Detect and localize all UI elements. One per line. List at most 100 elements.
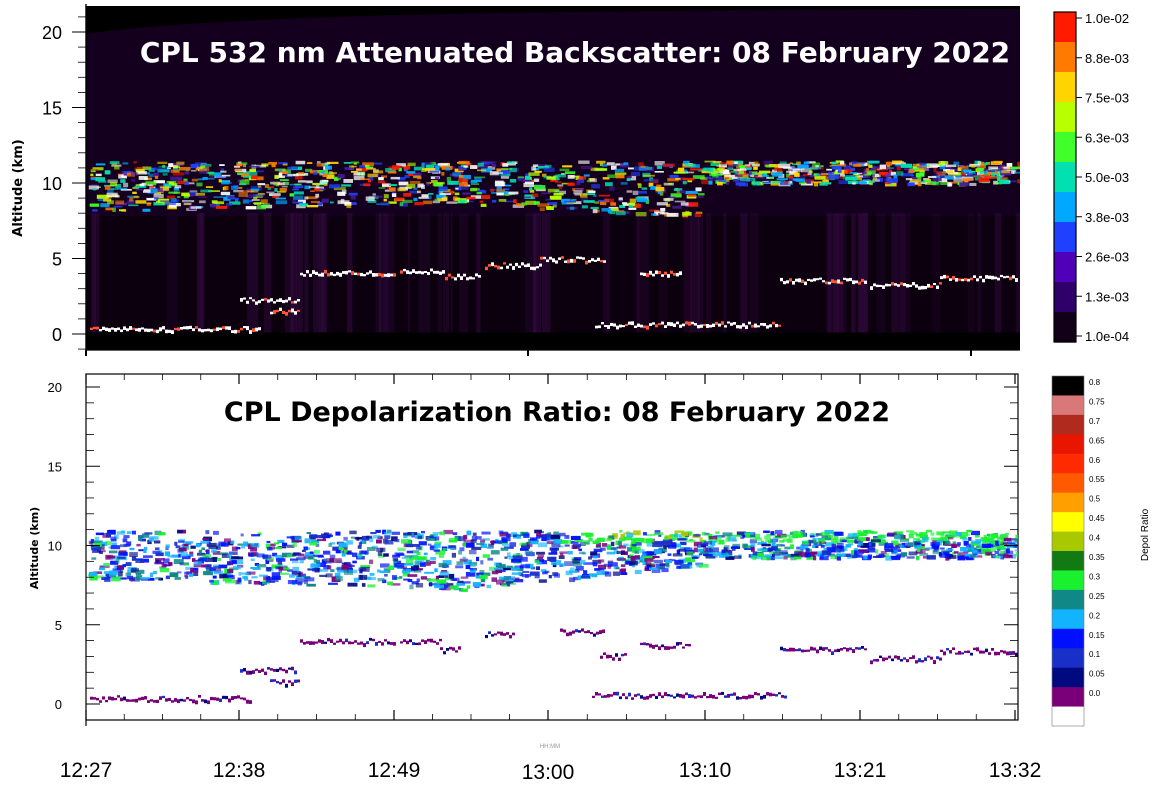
depol-cloud-pixel <box>311 563 321 568</box>
depol-cloud-pixel <box>424 571 434 574</box>
backscatter-low-cloud <box>360 272 363 277</box>
depol-cloud-pixel <box>180 552 188 557</box>
depol-colorbar-swatch <box>1052 589 1084 610</box>
depol-cloud-pixel <box>663 546 667 550</box>
depol-cloud-pixel <box>569 577 576 583</box>
backscatter-cloud-pixel <box>260 199 268 204</box>
backscatter-cloud-pixel <box>923 180 930 183</box>
backscatter-low-cloud <box>400 270 403 274</box>
depol-cloud-pixel <box>616 550 625 555</box>
depol-cloud-pixel <box>1003 537 1012 542</box>
backscatter-colorbar-swatch <box>1054 132 1076 163</box>
depol-cloud-pixel <box>606 551 616 555</box>
backscatter-cloud-pixel <box>947 182 952 187</box>
backscatter-cloud-pixel <box>908 182 921 186</box>
depol-cloud-pixel <box>391 536 398 542</box>
depol-low-cloud <box>798 648 801 652</box>
backscatter-cloud-pixel <box>313 171 318 176</box>
backscatter-streak <box>891 213 900 334</box>
depol-cloud-pixel <box>459 558 468 562</box>
depol-cloud-pixel <box>494 562 500 566</box>
backscatter-cloud-pixel <box>221 180 230 185</box>
depol-cloud-pixel <box>931 537 942 541</box>
backscatter-cloud-pixel <box>454 192 460 196</box>
depol-cloud-pixel <box>240 533 244 537</box>
depol-cloud-pixel <box>908 533 914 539</box>
depol-cloud-pixel <box>593 548 603 553</box>
backscatter-cloud-pixel <box>215 205 228 209</box>
depol-cloud-pixel <box>439 531 446 536</box>
backscatter-cloud-pixel <box>490 188 494 193</box>
backscatter-low-cloud <box>804 281 807 286</box>
backscatter-cloud-pixel <box>130 172 138 176</box>
depol-cloud-pixel <box>494 568 503 571</box>
backscatter-cloud-pixel <box>863 171 867 175</box>
backscatter-cloud-pixel <box>321 198 329 203</box>
depol-cloud-pixel <box>651 568 661 573</box>
backscatter-low-cloud <box>237 330 240 333</box>
depol-cloud-pixel <box>442 548 447 551</box>
backscatter-low-cloud <box>288 309 291 313</box>
backscatter-cloud-pixel <box>95 173 102 176</box>
depol-cloud-pixel <box>458 536 466 542</box>
depol-cloud-pixel <box>693 555 697 558</box>
backscatter-cloud-pixel <box>264 184 270 188</box>
backscatter-low-cloud <box>201 329 204 333</box>
backscatter-cloud-pixel <box>402 199 413 203</box>
backscatter-cloud-pixel <box>717 181 723 186</box>
depol-cloud-pixel <box>569 570 577 573</box>
depol-cloud-pixel <box>966 533 971 536</box>
backscatter-cloud-pixel <box>228 182 232 185</box>
depol-cloud-pixel <box>93 571 103 574</box>
depol-low-cloud <box>655 695 658 699</box>
depol-cloud-pixel <box>214 558 221 561</box>
depol-cloud-pixel <box>703 541 712 545</box>
backscatter-streak <box>857 213 868 334</box>
backscatter-cloud-pixel <box>523 182 534 188</box>
backscatter-low-cloud <box>730 322 733 326</box>
depol-cloud-pixel <box>202 554 211 558</box>
backscatter-cloud-pixel <box>866 168 869 171</box>
depol-cloud-pixel <box>887 532 897 536</box>
backscatter-low-cloud <box>1006 275 1009 278</box>
backscatter-cloud-pixel <box>187 191 198 197</box>
backscatter-low-cloud <box>297 299 300 302</box>
depol-cloud-pixel <box>433 543 441 548</box>
backscatter-low-cloud <box>503 262 506 265</box>
depol-cloud-pixel <box>532 538 536 541</box>
depol-cloud-pixel <box>514 565 521 569</box>
depol-cloud-pixel <box>764 554 772 558</box>
depol-low-cloud <box>952 647 955 650</box>
backscatter-low-cloud <box>354 272 357 275</box>
backscatter-cloud-pixel <box>820 165 824 167</box>
depol-cloud-pixel <box>131 568 139 572</box>
backscatter-y-tick-label: 5 <box>52 250 62 270</box>
depol-cloud-pixel <box>400 539 411 544</box>
depol-low-cloud <box>439 638 442 642</box>
backscatter-cloud-pixel <box>279 171 288 174</box>
backscatter-cloud-pixel <box>1002 168 1011 171</box>
backscatter-cloud-pixel <box>308 186 316 188</box>
backscatter-low-cloud <box>763 323 766 327</box>
backscatter-cloud-pixel <box>304 196 309 200</box>
depol-cloud-pixel <box>474 585 480 589</box>
backscatter-cloud-pixel <box>211 200 218 204</box>
backscatter-cloud-pixel <box>365 166 374 169</box>
depol-cloud-pixel <box>544 537 550 541</box>
depol-low-cloud <box>412 642 415 646</box>
backscatter-cloud-pixel <box>287 173 299 177</box>
backscatter-cloud-pixel <box>662 163 675 167</box>
depol-cloud-pixel <box>996 544 1006 550</box>
depol-cloud-pixel <box>430 561 436 564</box>
depol-cloud-pixel <box>831 543 837 548</box>
depol-low-cloud <box>276 680 279 684</box>
backscatter-cloud-pixel <box>387 171 397 174</box>
backscatter-low-cloud <box>894 283 897 286</box>
backscatter-cloud-pixel <box>351 165 357 168</box>
depol-cloud-pixel <box>402 571 409 577</box>
depol-cloud-pixel <box>757 548 768 552</box>
backscatter-cloud-pixel <box>990 172 995 177</box>
backscatter-cloud-pixel <box>607 174 617 178</box>
depol-cloud-pixel <box>376 539 382 544</box>
depol-cloud-pixel <box>354 537 363 540</box>
